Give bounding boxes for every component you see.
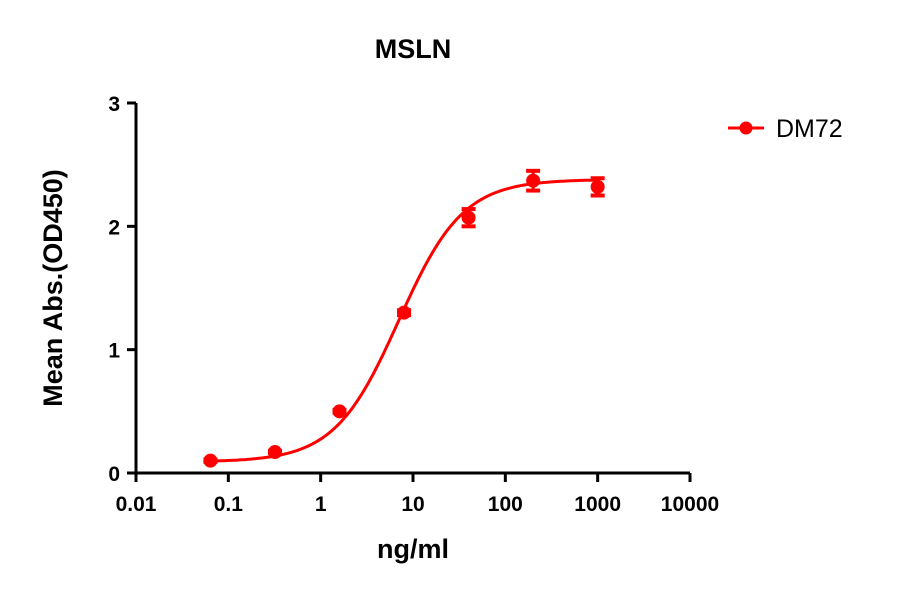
x-tick-label: 1000 [574, 493, 621, 516]
x-axis-label: ng/ml [377, 534, 449, 564]
y-tick-label: 0 [108, 463, 120, 486]
x-tick-label: 0.1 [214, 493, 244, 516]
x-tick-label: 100 [488, 493, 523, 516]
data-point [397, 305, 412, 320]
y-axis-label: Mean Abs.(OD450) [38, 169, 68, 407]
data-point [590, 179, 605, 194]
data-point [526, 173, 541, 188]
x-tick-label: 10000 [661, 493, 719, 516]
legend: DM72 [728, 115, 843, 143]
x-tick-label: 10 [401, 493, 424, 516]
data-point [267, 445, 282, 460]
x-tick-label: 0.01 [116, 493, 157, 516]
y-tick-label: 1 [108, 340, 120, 363]
data-point [203, 453, 218, 468]
y-tick-label: 2 [108, 216, 120, 239]
legend-marker [739, 121, 753, 135]
plot-area [203, 168, 605, 468]
fit-curve [210, 178, 598, 463]
legend-label: DM72 [776, 115, 843, 143]
data-point [461, 210, 476, 225]
chart-title: MSLN [375, 34, 452, 64]
data-point [332, 404, 347, 419]
y-tick-label: 3 [108, 93, 120, 116]
x-tick-label: 1 [315, 493, 327, 516]
axes: 0.01 0.1 1 10 100 1000 10000 0 1 2 3 [108, 93, 719, 516]
